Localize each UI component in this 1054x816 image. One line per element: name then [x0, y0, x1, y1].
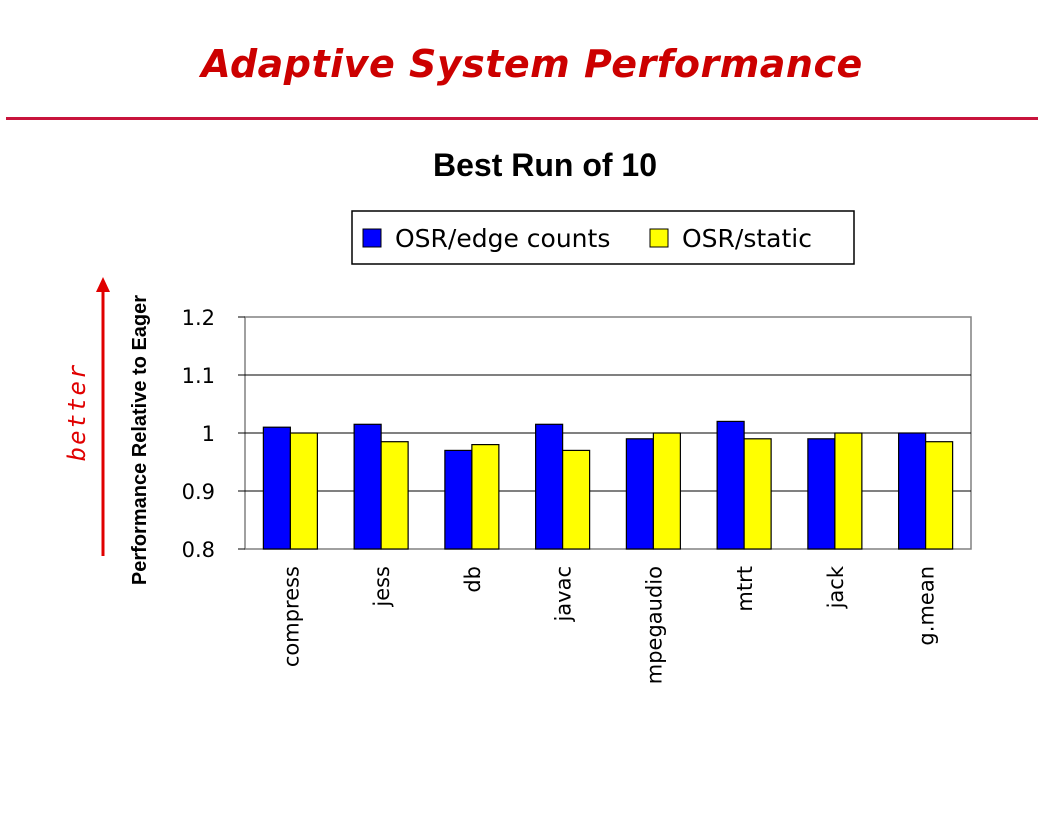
y-tick-label: 0.8: [182, 538, 215, 562]
bar-osr-static-jess: [380, 441, 409, 550]
x-tick-label-g-mean: g.mean: [915, 566, 939, 646]
better-arrow-head: [96, 277, 110, 292]
better-label: better: [63, 363, 91, 462]
bar-osr-edge-counts-compress: [262, 426, 291, 550]
legend-label-osr-static: OSR/static: [682, 224, 812, 253]
y-axis-label: Performance Relative to Eager: [129, 295, 151, 585]
y-tick-label: 0.9: [182, 480, 215, 504]
bar-osr-edge-counts-jess: [353, 423, 382, 550]
x-tick-label-compress: compress: [279, 566, 303, 667]
bar-osr-edge-counts-jack: [807, 438, 836, 550]
bar-osr-static-mtrt: [743, 438, 772, 550]
x-tick-label-jess: jess: [370, 566, 394, 608]
bar-osr-static-db: [471, 444, 500, 550]
legend: OSR/edge counts OSR/static: [351, 210, 855, 265]
bar-osr-static-compress: [289, 432, 318, 550]
y-tick-label: 1: [202, 422, 215, 446]
bar-osr-static-mpegaudio: [652, 432, 681, 550]
y-tick-label: 1.2: [182, 306, 215, 330]
legend-box: [351, 210, 855, 265]
bar-osr-static-jack: [834, 432, 863, 550]
legend-swatch-osr-static: [649, 228, 669, 248]
legend-swatch-osr-edge-counts: [362, 228, 382, 248]
x-tick-label-db: db: [461, 566, 485, 593]
chart-title: Best Run of 10: [433, 147, 657, 183]
slide-title: Adaptive System Performance: [201, 42, 863, 86]
bar-osr-static-g-mean: [925, 441, 954, 550]
y-tick-label: 1.1: [182, 364, 215, 388]
title-divider: [6, 117, 1038, 120]
bars: [262, 420, 954, 550]
bar-osr-edge-counts-db: [444, 449, 473, 550]
x-tick-label-javac: javac: [552, 566, 576, 623]
bar-osr-edge-counts-mtrt: [716, 420, 745, 550]
x-tick-label-mtrt: mtrt: [733, 566, 757, 612]
x-tick-label-jack: jack: [824, 565, 848, 609]
x-axis-labels: compress jess db javac mpegaudio mtrt jack g.me…: [279, 565, 938, 684]
legend-label-osr-edge-counts: OSR/edge counts: [395, 224, 610, 253]
bar-osr-edge-counts-g-mean: [898, 432, 927, 550]
y-axis-ticks: 0.8 0.9 1 1.1 1.2: [182, 306, 245, 562]
bar-osr-edge-counts-mpegaudio: [625, 438, 654, 550]
x-tick-label-mpegaudio: mpegaudio: [642, 566, 666, 684]
better-annotation: better: [63, 277, 110, 556]
bar-osr-edge-counts-javac: [535, 423, 564, 550]
bar-osr-static-javac: [562, 449, 591, 550]
